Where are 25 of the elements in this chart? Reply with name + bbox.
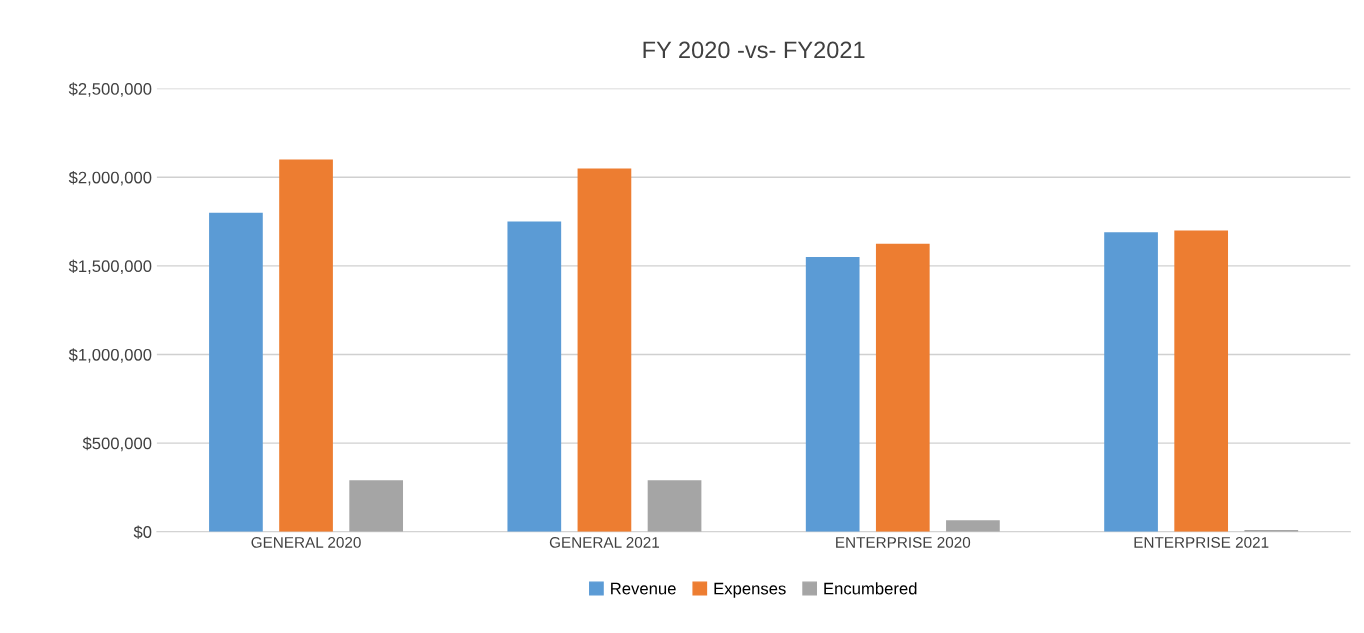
bar: [279, 159, 333, 532]
bar: [946, 520, 1000, 532]
y-tick-label: $2,500,000: [68, 82, 152, 97]
y-tick-label: $2,000,000: [68, 170, 152, 186]
x-tick-label: GENERAL 2020: [251, 536, 361, 548]
y-tick-label: $1,000,000: [68, 348, 152, 363]
bar: [875, 243, 930, 532]
bar: [805, 257, 860, 532]
bar: [1104, 232, 1158, 532]
bar: [647, 480, 702, 532]
bar: [507, 221, 562, 532]
legend-label: Encumbered: [824, 582, 917, 595]
legend-label: Revenue: [611, 582, 676, 595]
y-tick-label: $500,000: [82, 436, 152, 452]
chart-title: FY 2020 -vs- FY2021: [643, 41, 865, 59]
x-tick-label: ENTERPRISE 2021: [1134, 536, 1269, 548]
bar: [209, 212, 263, 532]
x-tick-label: GENERAL 2021: [549, 536, 660, 548]
bar: [1174, 230, 1229, 532]
y-tick-label: $0: [133, 525, 152, 539]
legend-label: Expenses: [714, 582, 786, 598]
y-tick-label: $1,500,000: [68, 259, 152, 275]
bar: [349, 480, 404, 532]
x-tick-label: ENTERPRISE 2020: [836, 536, 971, 548]
bar: [577, 168, 632, 532]
